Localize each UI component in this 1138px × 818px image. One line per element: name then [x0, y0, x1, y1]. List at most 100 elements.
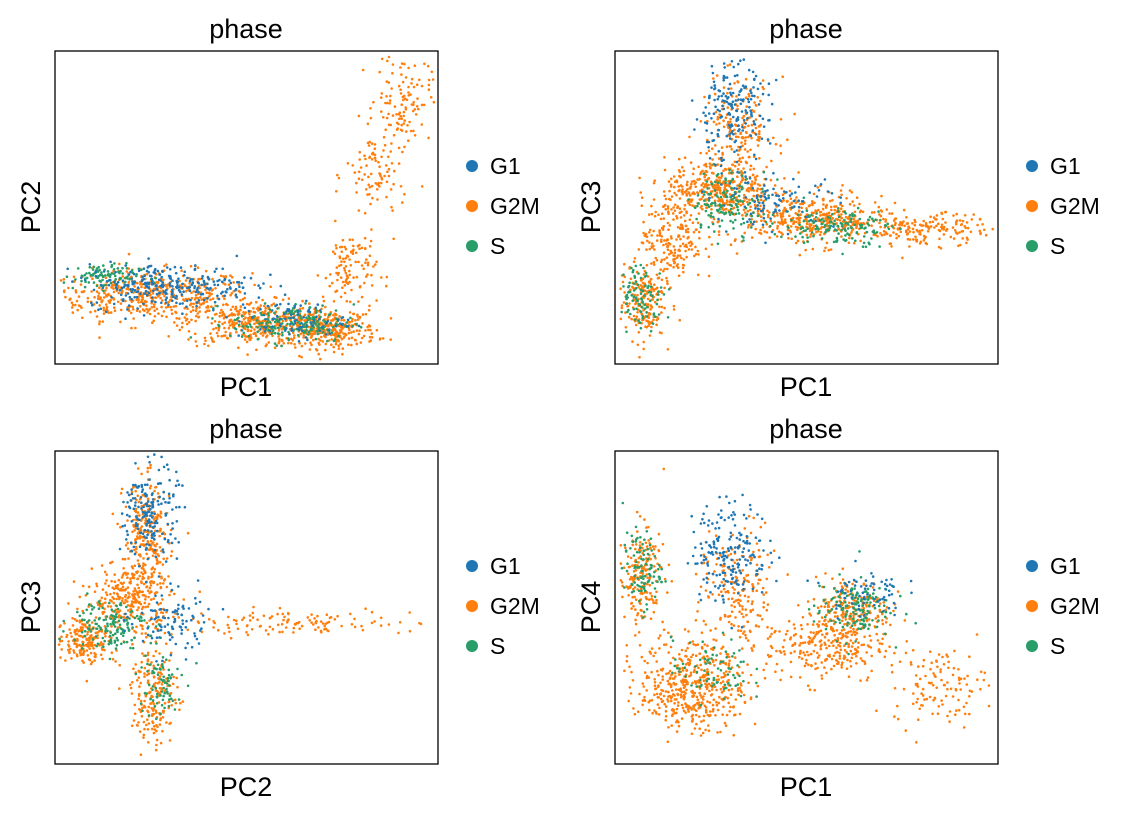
point-g1	[722, 62, 726, 65]
point-g2m	[156, 583, 159, 586]
point-g2m	[348, 311, 352, 314]
point-s	[666, 316, 670, 319]
point-g2m	[145, 304, 148, 307]
point-g2m	[685, 230, 688, 234]
point-g2m	[227, 321, 231, 324]
point-g2m	[888, 242, 892, 245]
point-g2m	[363, 236, 367, 240]
point-g2m	[104, 276, 108, 280]
point-g1	[340, 316, 344, 320]
point-g2m	[134, 601, 138, 604]
point-g1	[90, 301, 93, 305]
point-g2m	[213, 320, 217, 323]
point-g1	[764, 241, 767, 245]
point-g1	[735, 117, 739, 121]
point-g2m	[378, 338, 382, 341]
point-s	[771, 213, 775, 217]
point-g2m	[375, 299, 378, 302]
point-g1	[220, 280, 224, 284]
point-g1	[147, 291, 151, 295]
point-g1	[746, 220, 749, 224]
point-s	[720, 204, 724, 207]
point-s	[750, 214, 754, 218]
point-g2m	[650, 245, 653, 248]
point-g2m	[247, 319, 250, 322]
point-g2m	[712, 120, 716, 124]
point-g2m	[797, 216, 801, 219]
point-g2m	[619, 287, 622, 291]
point-g2m	[348, 280, 351, 284]
point-g1	[133, 289, 137, 292]
point-g2m	[149, 598, 153, 601]
point-g2m	[379, 181, 383, 185]
point-g1	[218, 278, 221, 282]
point-g2m	[115, 597, 118, 601]
point-g2m	[186, 307, 189, 311]
point-g2m	[346, 282, 350, 286]
point-g1	[755, 194, 759, 198]
point-g2m	[308, 348, 312, 351]
point-g2m	[672, 218, 675, 221]
point-g2m	[420, 185, 424, 188]
point-g2m	[822, 203, 825, 206]
point-g1	[728, 182, 732, 185]
point-g2m	[413, 108, 417, 111]
point-g2m	[355, 329, 359, 332]
point-g2m	[685, 245, 689, 249]
point-g2m	[324, 348, 327, 352]
point-g2m	[952, 237, 956, 240]
point-g2m	[961, 237, 964, 240]
point-s	[654, 315, 657, 319]
point-g2m	[113, 309, 117, 313]
point-g2m	[369, 202, 372, 206]
point-s	[730, 211, 734, 214]
point-g2m	[768, 236, 771, 239]
point-g2m	[758, 231, 761, 235]
point-s	[258, 322, 261, 325]
point-g2m	[185, 317, 189, 321]
point-g2m	[899, 230, 902, 234]
point-g2m	[354, 319, 357, 322]
point-g2m	[248, 313, 251, 316]
point-g2m	[707, 176, 711, 180]
point-g2m	[840, 213, 843, 216]
point-g2m	[324, 276, 328, 280]
point-g2m	[712, 77, 715, 80]
point-s	[260, 321, 264, 325]
point-g2m	[688, 218, 692, 221]
point-g2m	[377, 181, 381, 185]
point-g2m	[847, 241, 851, 245]
point-g1	[300, 329, 304, 332]
point-s	[718, 208, 721, 211]
point-g2m	[726, 233, 730, 236]
point-g2m	[300, 355, 303, 359]
point-g1	[105, 310, 108, 314]
point-s	[710, 182, 714, 186]
point-g2m	[390, 142, 393, 145]
point-s	[707, 225, 710, 229]
point-g2m	[126, 609, 130, 612]
point-g2m	[335, 289, 339, 293]
point-g2m	[136, 467, 140, 470]
point-g2m	[97, 292, 101, 295]
point-g1	[95, 301, 99, 304]
point-g2m	[620, 304, 624, 307]
point-g2m	[110, 579, 113, 583]
point-s	[850, 226, 853, 229]
point-g1	[142, 302, 145, 306]
point-g1	[340, 323, 344, 327]
point-g2m	[698, 236, 701, 240]
point-g2m	[137, 536, 141, 540]
point-g2m	[105, 573, 108, 576]
point-s	[732, 227, 735, 230]
point-s	[314, 337, 318, 341]
point-g2m	[686, 188, 689, 191]
legend: G1 G2M S	[1026, 153, 1100, 259]
point-s	[824, 223, 827, 227]
point-g2m	[751, 173, 755, 177]
point-g1	[753, 77, 756, 81]
point-g1	[745, 111, 749, 114]
point-g2m	[347, 337, 351, 340]
point-g2m	[699, 151, 702, 155]
point-s	[724, 211, 727, 215]
